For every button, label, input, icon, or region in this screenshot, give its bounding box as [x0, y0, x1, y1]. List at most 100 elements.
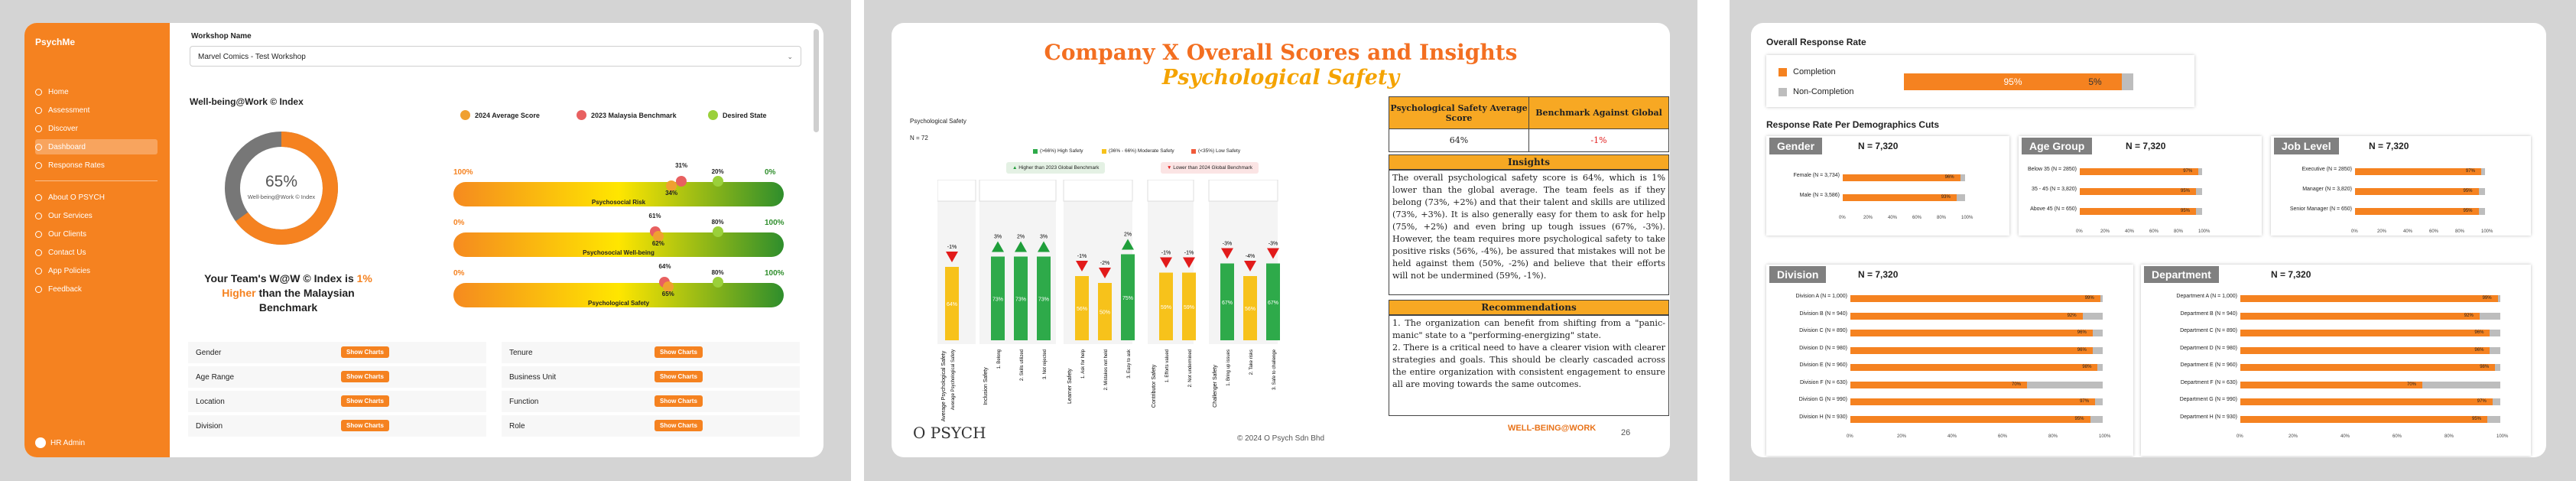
- sample-size: N = 72: [910, 135, 928, 141]
- smile-pin-icon: [708, 110, 718, 120]
- insights-header: Insights: [1389, 154, 1669, 170]
- nav-item-assessment[interactable]: Assessment: [35, 102, 158, 118]
- benchmark-marker-value: 64%: [658, 263, 671, 270]
- non-completion-label: Non-Completion: [1793, 87, 1854, 96]
- nav-item-our-services[interactable]: Our Services: [35, 208, 158, 223]
- axis-tick: 60%: [1998, 434, 2008, 439]
- response-fill: [2240, 346, 2490, 354]
- down-triangle-icon: [1244, 261, 1256, 271]
- demographic-name: Division: [1769, 266, 1827, 283]
- show-charts-button[interactable]: Show Charts: [655, 371, 703, 382]
- demographic-row-label: Executive (N = 2850): [2302, 167, 2352, 172]
- filter-label: Business Unit: [509, 372, 557, 382]
- score-header: Psychological Safety Average Score: [1389, 96, 1529, 129]
- nav-item-app-policies[interactable]: App Policies: [35, 263, 158, 278]
- overall-card: Completion Non-Completion 95% 5%: [1766, 55, 2194, 107]
- nav-label: Discover: [48, 124, 78, 133]
- nav-item-response-rates[interactable]: Response Rates: [35, 158, 158, 173]
- response-value: 95%: [2181, 209, 2191, 213]
- response-bar: 99%: [1850, 295, 2103, 302]
- scrollbar[interactable]: [814, 29, 819, 132]
- down-triangle-icon: [1221, 248, 1233, 259]
- higher-pill: ▲ Higher than 2023 Global Benchmark: [1006, 162, 1106, 174]
- response-bar: 95%: [2355, 208, 2485, 215]
- gauge-left-label: 0%: [453, 219, 465, 227]
- nav-item-feedback[interactable]: Feedback: [35, 281, 158, 297]
- nav-item-our-clients[interactable]: Our Clients: [35, 226, 158, 242]
- team-msg-suffix: than the Malaysian Benchmark: [255, 287, 355, 314]
- axis-tick: 0%: [1839, 216, 1846, 220]
- axis-tick: 80%: [2048, 434, 2058, 439]
- nav-item-discover[interactable]: Discover: [35, 121, 158, 136]
- axis-tick: 20%: [2100, 229, 2110, 234]
- main-content: Workshop Name Marvel Comics - Test Works…: [170, 23, 823, 457]
- recommendations-header: Recommendations: [1389, 300, 1669, 315]
- completion-label: Completion: [1793, 67, 1836, 76]
- nav-icon: [35, 285, 42, 293]
- delta-label: -1%: [947, 245, 957, 250]
- filter-row: Division: [188, 415, 486, 437]
- legend-benchmark-label: 2023 Malaysia Benchmark: [591, 111, 677, 119]
- demographic-row-label: Department C (N = 890): [2180, 328, 2237, 333]
- nav-item-dashboard[interactable]: Dashboard: [35, 139, 158, 154]
- category-label: 1. Bring up issues: [1226, 349, 1231, 386]
- gauge-right-label: 100%: [765, 269, 784, 278]
- axis-tick: 60%: [2392, 434, 2402, 439]
- nav-item-home[interactable]: Home: [35, 84, 158, 99]
- bar: [1098, 283, 1112, 340]
- legend-moderate-label: (36% - 66%) Moderate Safety: [1109, 148, 1174, 154]
- response-bar: 70%: [2240, 381, 2500, 388]
- nav-icon: [35, 267, 42, 275]
- group-label: Inclusion Safety: [983, 367, 989, 405]
- show-charts-button[interactable]: Show Charts: [341, 420, 389, 431]
- bar-value-label: 67%: [1222, 301, 1233, 306]
- axis-tick: 60%: [2149, 229, 2159, 234]
- desired-marker-value: 80%: [711, 219, 724, 226]
- bar: [991, 256, 1005, 340]
- show-charts-button[interactable]: Show Charts: [341, 395, 389, 407]
- show-charts-button[interactable]: Show Charts: [655, 420, 703, 431]
- show-charts-button[interactable]: Show Charts: [341, 346, 389, 358]
- show-charts-button[interactable]: Show Charts: [655, 395, 703, 407]
- bar: [945, 267, 959, 340]
- response-value: 99%: [2084, 296, 2094, 301]
- workshop-select[interactable]: Marvel Comics - Test Workshop ⌄: [190, 46, 801, 67]
- benchmark-marker-icon: [676, 176, 687, 187]
- show-charts-button[interactable]: Show Charts: [655, 346, 703, 358]
- response-fill: [1850, 364, 2098, 371]
- up-triangle-icon: ▲: [1012, 165, 1018, 171]
- response-value: 97%: [2183, 169, 2193, 174]
- axis-tick: 100%: [2099, 434, 2111, 439]
- demographic-row-label: Division H (N = 930): [1799, 414, 1847, 420]
- response-bar: 97%: [2240, 398, 2500, 405]
- demographic-row-label: Manager (N = 3,820): [2302, 187, 2352, 192]
- group-header: [1147, 180, 1194, 202]
- response-value: 97%: [2477, 399, 2487, 404]
- demographic-row-label: Division B (N = 940): [1799, 310, 1847, 317]
- low-swatch: [1191, 148, 1196, 154]
- nav-item-contact-us[interactable]: Contact Us: [35, 245, 158, 260]
- response-bar: 99%: [2240, 295, 2500, 302]
- up-triangle-icon: [1015, 241, 1027, 252]
- chevron-down-icon: ⌄: [787, 53, 793, 60]
- workshop-value: Marvel Comics - Test Workshop: [198, 53, 306, 61]
- admin-profile[interactable]: HR Admin: [35, 437, 85, 448]
- response-fill: [2240, 330, 2490, 336]
- response-bar: 96%: [2240, 346, 2500, 354]
- response-bar: 96%: [1850, 330, 2103, 336]
- nav-item-about-o-psych[interactable]: About O PSYCH: [35, 190, 158, 205]
- demographic-row-label: Male (N = 3,586): [1799, 193, 1840, 198]
- group-header: [937, 180, 976, 202]
- axis-tick: 60%: [2429, 229, 2439, 234]
- wellbeing-logo: WELL-BEING@WORK: [1508, 424, 1597, 433]
- legend-average-label: 2024 Average Score: [475, 111, 540, 119]
- gauge-left-label: 0%: [453, 269, 465, 278]
- down-triangle-icon: [1099, 268, 1111, 278]
- category-label: 3. Not rejected: [1043, 349, 1048, 379]
- response-bar: 96%: [1850, 346, 2103, 354]
- show-charts-button[interactable]: Show Charts: [341, 371, 389, 382]
- bar-value-label: 59%: [1184, 305, 1194, 310]
- response-value: 95%: [2472, 416, 2482, 421]
- response-bar: 97%: [2355, 168, 2485, 175]
- brand-logo[interactable]: PsychMe: [35, 37, 76, 47]
